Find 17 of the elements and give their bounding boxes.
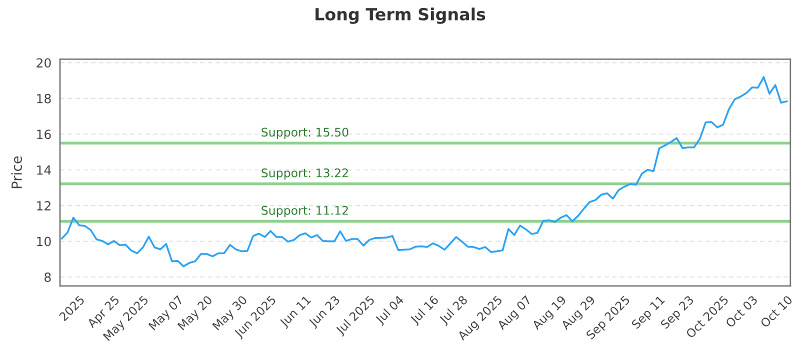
- y-tick-label: 18: [37, 94, 51, 104]
- x-tick-label: Jul 04: [374, 294, 406, 326]
- line-series: [60, 76, 788, 268]
- y-tick-label: 16: [37, 130, 51, 140]
- y-tick-label: 20: [36, 58, 51, 68]
- x-tick-label: Jul 16: [409, 294, 441, 326]
- y-tick-label: 8: [44, 272, 51, 282]
- y-tick-label: 10: [37, 236, 51, 246]
- y-tick-label: 14: [37, 166, 51, 175]
- chart-title: Long Term Signals: [316, 8, 486, 24]
- x-tick-label: Jul 28: [438, 294, 470, 326]
- y-tick-label: 12: [37, 201, 50, 210]
- ref-line-label: Support: 11.12: [262, 206, 348, 218]
- ref-line-label: Support: 13.22: [262, 168, 348, 180]
- y-axis-title: Price: [11, 156, 22, 188]
- ref-line-label: Support: 15.50: [262, 128, 348, 139]
- x-tick-label: Oct 10: [760, 294, 793, 328]
